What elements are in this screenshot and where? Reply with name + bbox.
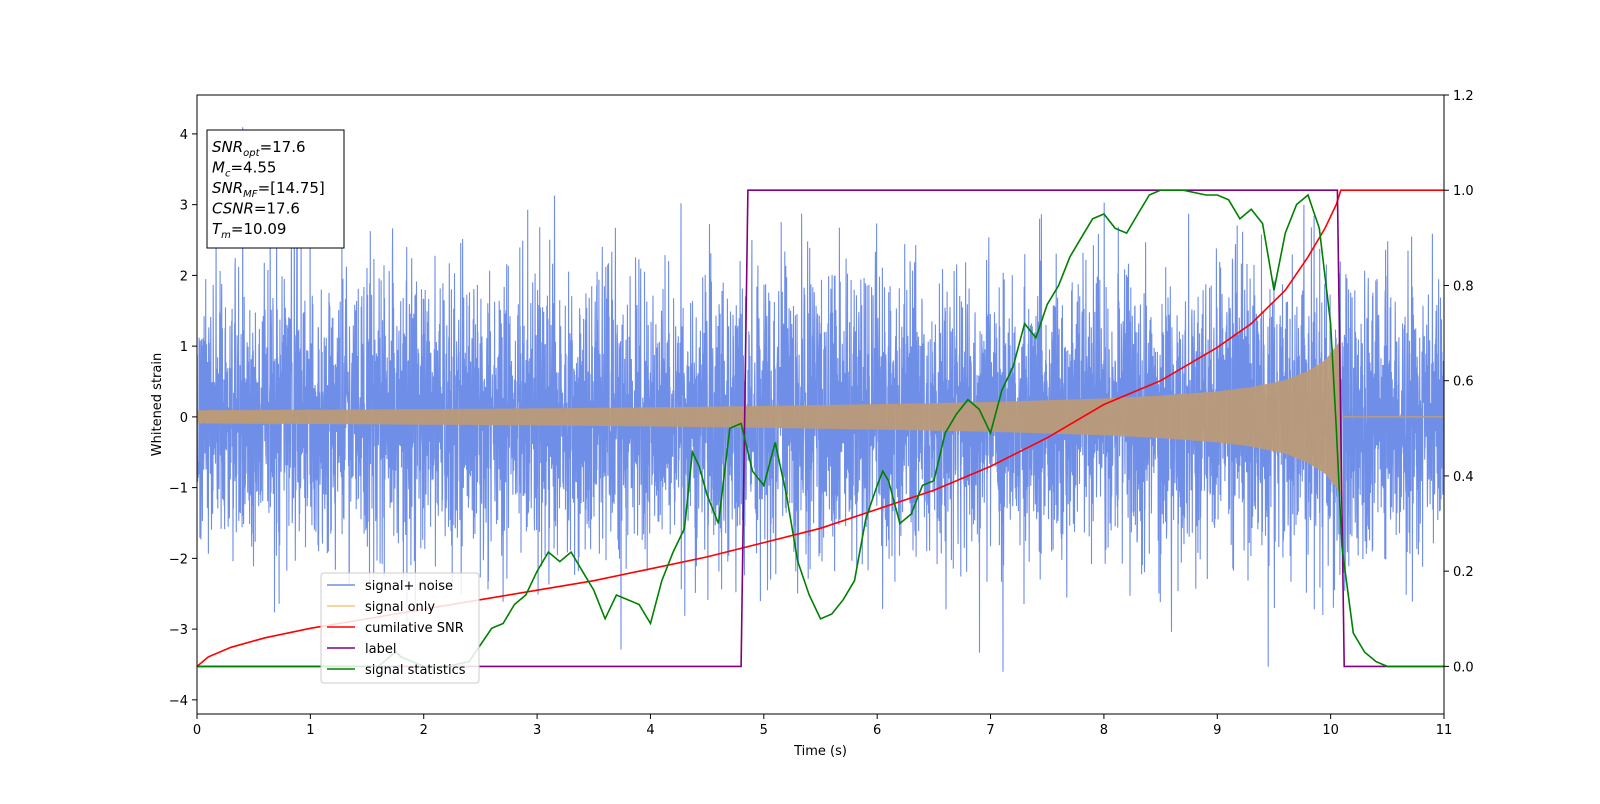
- info-line-value: =17.6: [254, 200, 300, 218]
- plot-frame: [196, 94, 1445, 715]
- x-tick-label: 10: [1322, 723, 1339, 738]
- y2-tick-label: 0.6: [1453, 375, 1474, 390]
- y2-tick-label: 0.2: [1453, 565, 1474, 580]
- legend-label: cumilative SNR: [365, 621, 464, 636]
- info-line-subscript: m: [221, 230, 231, 241]
- info-line-value: =17.6: [260, 138, 306, 156]
- info-line-subscript: opt: [243, 148, 260, 159]
- y-tick-label: 3: [180, 199, 188, 214]
- series-label: [197, 189, 1444, 668]
- info-line: Tm=10.09: [212, 220, 286, 241]
- info-box: SNRopt=17.6Mc=4.55SNRMF=[14.75]CSNR=17.6…: [206, 129, 345, 249]
- info-line-symbol: CSNR: [212, 200, 254, 218]
- info-line-value: =10.09: [231, 220, 287, 238]
- y2-tick-label: 0.4: [1453, 470, 1474, 485]
- y2-tick-label: 0.0: [1453, 660, 1474, 675]
- x-tick-label: 3: [533, 723, 541, 738]
- legend-label: signal+ noise: [365, 579, 453, 594]
- x-tick-label: 6: [873, 723, 881, 738]
- info-line: SNRMF=[14.75]: [212, 179, 325, 200]
- series-signal-statistics: [197, 189, 1444, 668]
- y-axis-label: Whitened strain: [150, 353, 165, 456]
- info-line: CSNR=17.6: [212, 200, 300, 218]
- x-tick-label: 5: [760, 723, 768, 738]
- info-line-value: =[14.75]: [258, 179, 325, 197]
- legend-label: signal only: [365, 600, 435, 615]
- x-tick-label: 8: [1100, 723, 1108, 738]
- y2-tick-label: 1.0: [1453, 184, 1474, 199]
- x-axis-label: Time (s): [793, 744, 847, 759]
- info-box-frame: [206, 129, 345, 249]
- info-line-subscript: MF: [243, 189, 258, 200]
- y-tick-label: 2: [180, 269, 188, 284]
- x-tick-label: 4: [646, 723, 654, 738]
- info-line: SNRopt=17.6: [212, 138, 306, 159]
- x-tick-label: 2: [420, 723, 428, 738]
- info-line-value: =4.55: [230, 159, 276, 177]
- info-line-subscript: c: [225, 169, 231, 180]
- x-tick-label: 1: [306, 723, 314, 738]
- x-tick-label: 7: [986, 723, 994, 738]
- y-tick-label: −4: [169, 694, 188, 709]
- y-tick-label: −1: [169, 482, 188, 497]
- legend-frame: [320, 572, 480, 684]
- series-signal-only: [197, 339, 1341, 495]
- info-line-symbol: SNR: [212, 138, 243, 156]
- y2-tick-label: 0.8: [1453, 279, 1474, 294]
- info-line-symbol: T: [212, 220, 223, 238]
- y-axis-right: 0.0 0.2 0.4 0.6 0.8 1.0 1.2: [1444, 89, 1474, 675]
- y-tick-label: 0: [180, 411, 188, 426]
- legend-label: signal statistics: [365, 663, 466, 678]
- y-axis-left: −4 −3 −2 −1 0 1 2 3 4: [169, 128, 197, 709]
- info-line-symbol: M: [212, 159, 225, 177]
- x-axis: 0 1 2 3 4 5 6 7 8 9 10 11: [193, 714, 1452, 738]
- x-tick-label: 11: [1436, 723, 1453, 738]
- legend: signal+ noise signal only cumilative SNR la…: [320, 572, 480, 684]
- y-tick-label: 1: [180, 340, 188, 355]
- x-tick-label: 9: [1213, 723, 1221, 738]
- info-line-symbol: SNR: [212, 179, 243, 197]
- y-tick-label: 4: [180, 128, 188, 143]
- legend-label: label: [365, 642, 396, 657]
- y-tick-label: −2: [169, 552, 188, 567]
- y-tick-label: −3: [169, 623, 188, 638]
- x-tick-label: 0: [193, 723, 201, 738]
- series-signal-only-start: [197, 408, 291, 426]
- y2-tick-label: 1.2: [1453, 89, 1474, 104]
- info-line: Mc=4.55: [212, 159, 276, 180]
- plot-area: [197, 127, 1444, 672]
